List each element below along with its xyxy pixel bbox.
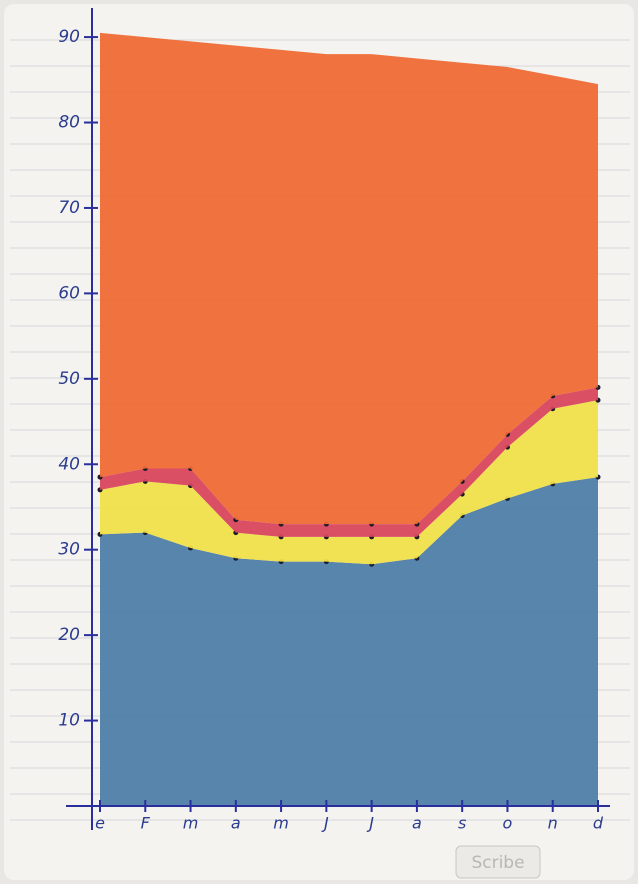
- x-tick-label: s: [458, 814, 466, 833]
- x-tick-label: m: [273, 814, 289, 833]
- area: [100, 477, 598, 806]
- x-tick-label: o: [503, 814, 513, 833]
- y-tick-label: 20: [58, 625, 80, 645]
- y-tick-label: 60: [58, 283, 80, 303]
- y-tick-label: 40: [58, 454, 80, 474]
- area: [100, 387, 598, 537]
- x-tick-label: d: [593, 814, 604, 833]
- watermark: Scribe: [471, 853, 524, 873]
- y-tick-label: 90: [58, 27, 80, 47]
- y-tick-label: 70: [58, 198, 80, 218]
- x-tick-label: a: [231, 814, 241, 833]
- x-tick-label: n: [548, 814, 558, 833]
- x-tick-label: F: [141, 814, 151, 833]
- x-tick-label: J: [321, 814, 329, 833]
- x-tick-label: J: [366, 814, 374, 833]
- x-tick-label: a: [412, 814, 422, 833]
- x-tick-label: e: [95, 814, 105, 833]
- y-tick-label: 50: [58, 369, 80, 389]
- x-tick-label: m: [183, 814, 199, 833]
- y-tick-label: 30: [58, 540, 80, 560]
- area: [100, 400, 598, 565]
- y-tick-label: 80: [58, 113, 80, 133]
- y-tick-label: 10: [58, 711, 80, 731]
- watermark-box: [455, 845, 541, 879]
- area: [100, 32, 598, 525]
